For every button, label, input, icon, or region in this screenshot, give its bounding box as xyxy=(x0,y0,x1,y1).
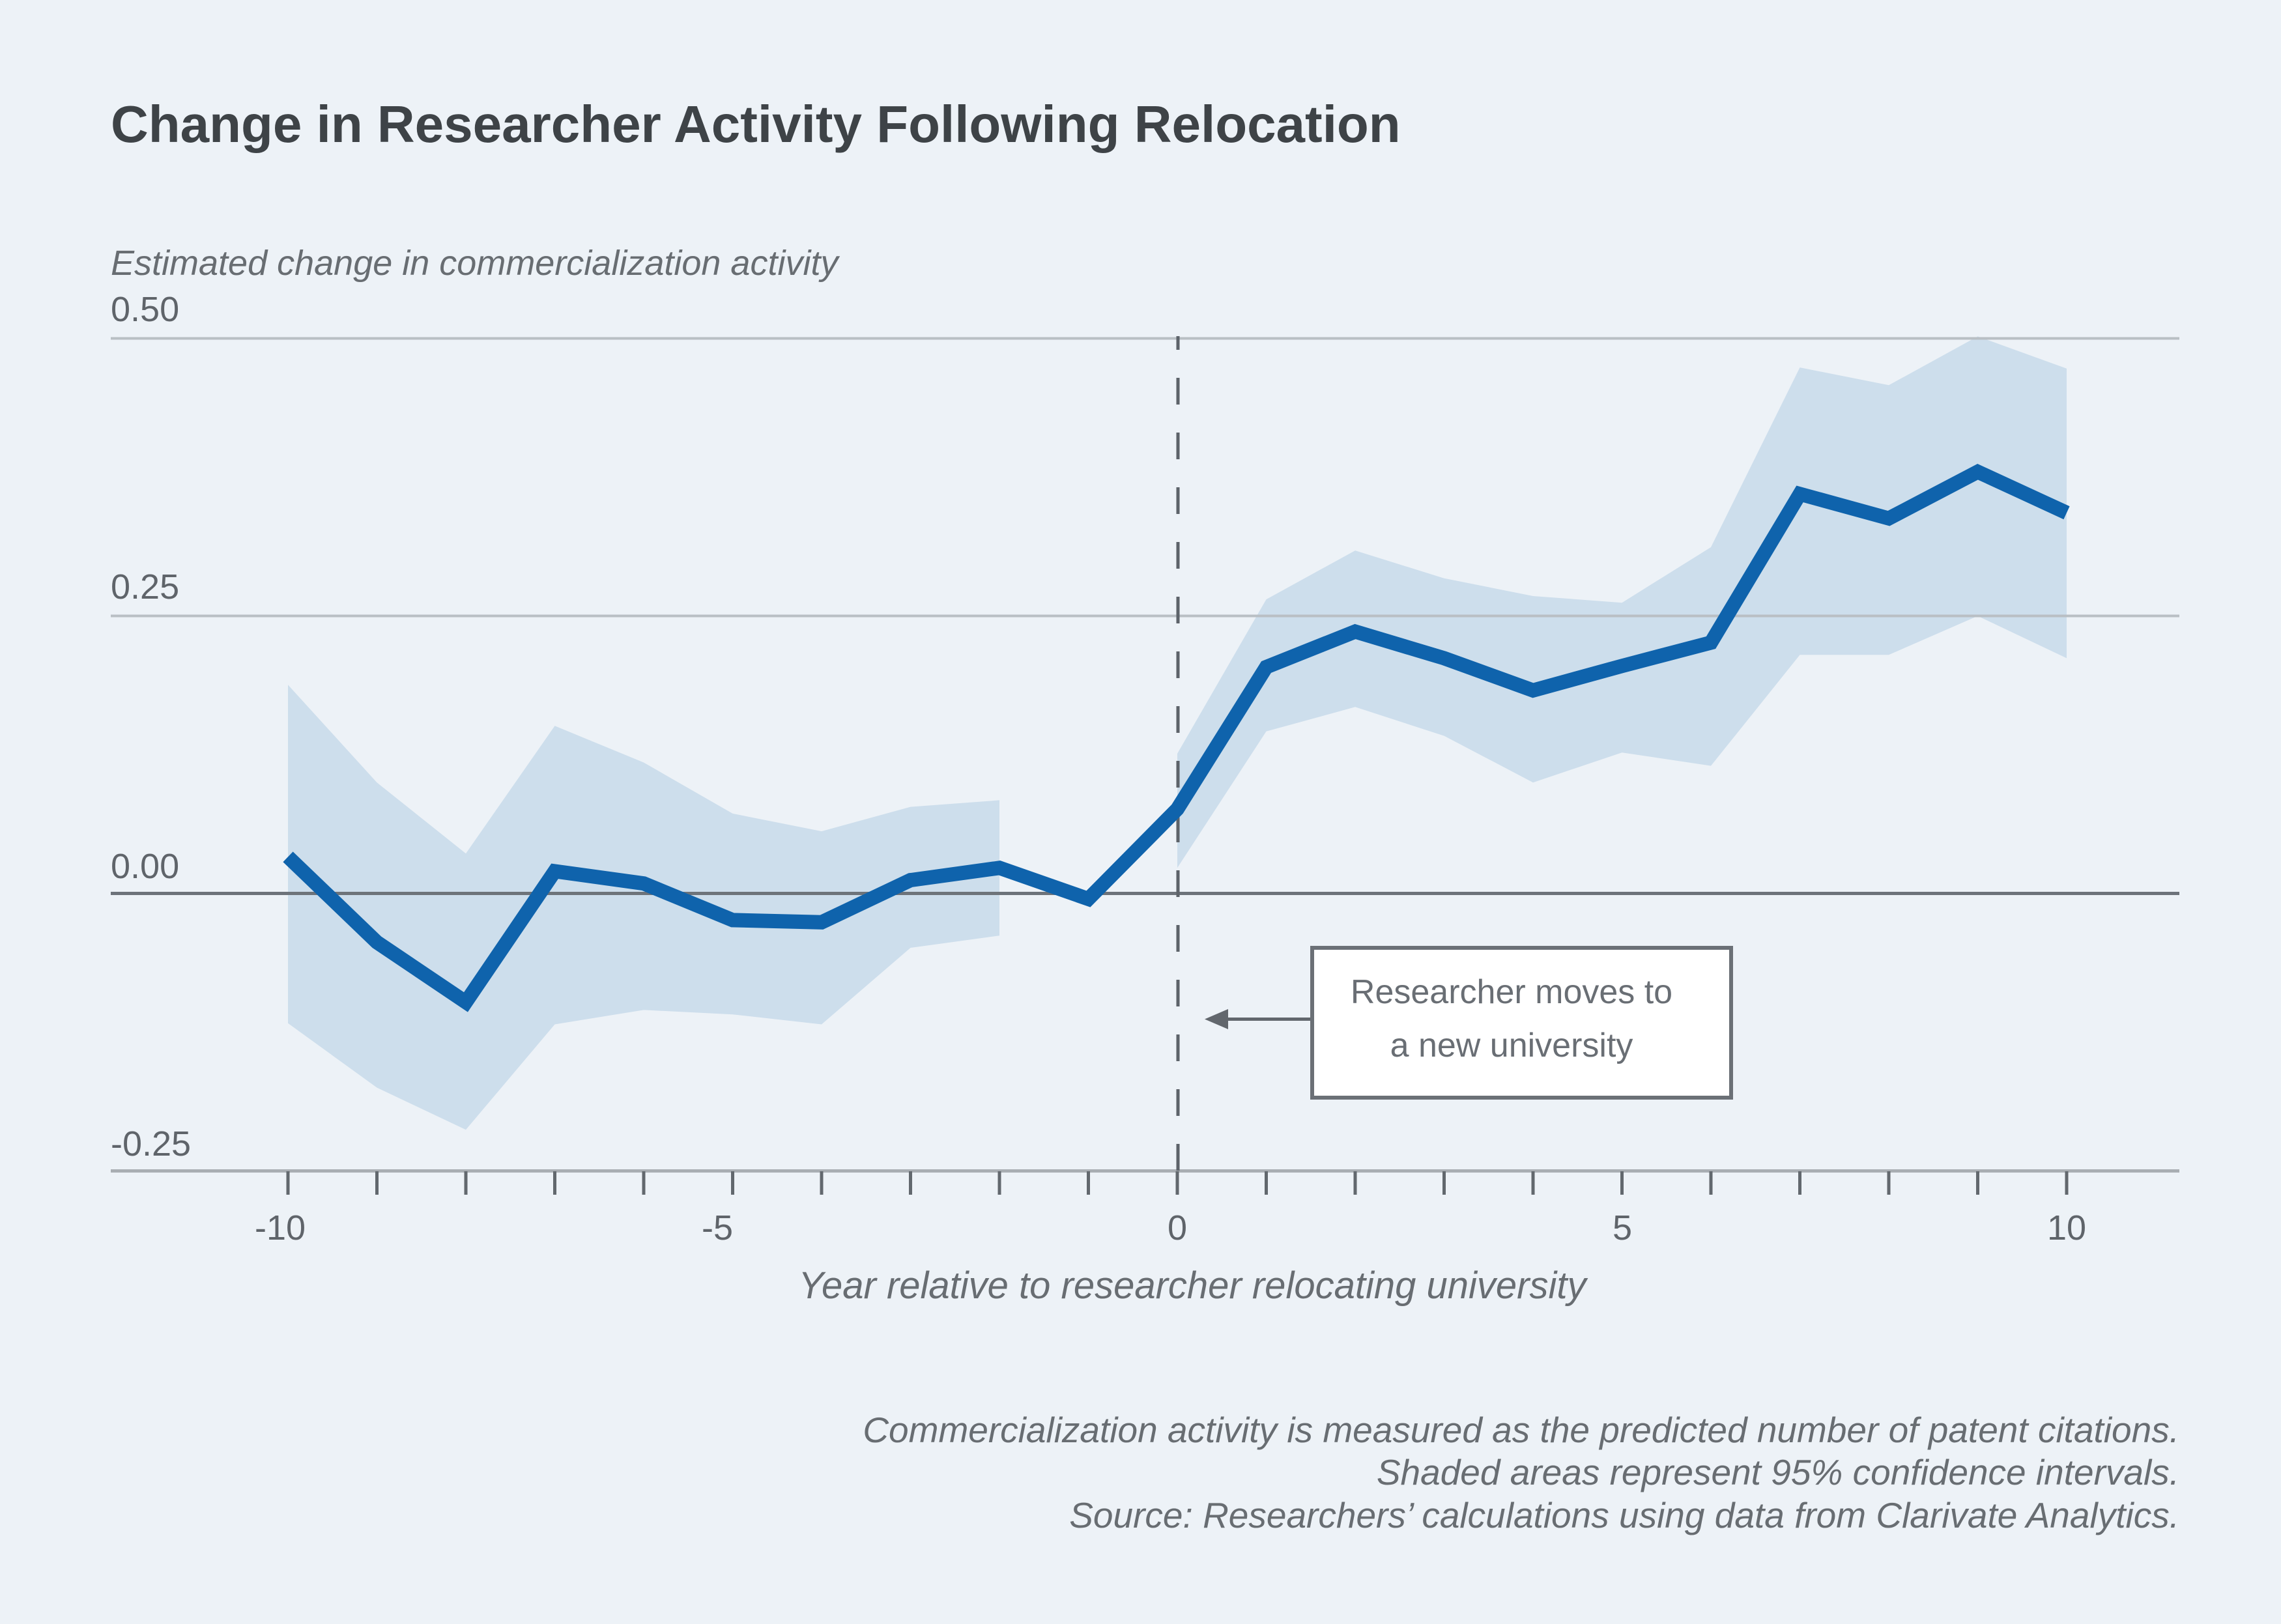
svg-text:5: 5 xyxy=(1613,1208,1632,1247)
svg-text:Source: Researchers’ calculati: Source: Researchers’ calculations using … xyxy=(1069,1495,2179,1535)
svg-text:a new university: a new university xyxy=(1390,1027,1633,1064)
svg-text:Commercialization activity is: Commercialization activity is measured a… xyxy=(863,1410,2179,1450)
svg-text:Researcher moves to: Researcher moves to xyxy=(1351,973,1672,1011)
svg-text:10: 10 xyxy=(2047,1208,2086,1247)
svg-text:Estimated change in commercial: Estimated change in commercialization ac… xyxy=(111,244,840,283)
svg-text:-5: -5 xyxy=(702,1208,733,1247)
svg-text:0.50: 0.50 xyxy=(111,290,179,329)
svg-text:Year relative to researcher re: Year relative to researcher relocating u… xyxy=(799,1264,1588,1307)
svg-text:0.00: 0.00 xyxy=(111,847,179,886)
svg-text:Shaded areas represent 95% con: Shaded areas represent 95% confidence in… xyxy=(1377,1452,2179,1492)
svg-text:Change in Researcher Activity: Change in Researcher Activity Following … xyxy=(111,95,1401,153)
svg-text:0.25: 0.25 xyxy=(111,567,179,606)
svg-text:-10: -10 xyxy=(255,1208,306,1247)
svg-text:0: 0 xyxy=(1168,1208,1187,1247)
svg-text:-0.25: -0.25 xyxy=(111,1124,191,1163)
